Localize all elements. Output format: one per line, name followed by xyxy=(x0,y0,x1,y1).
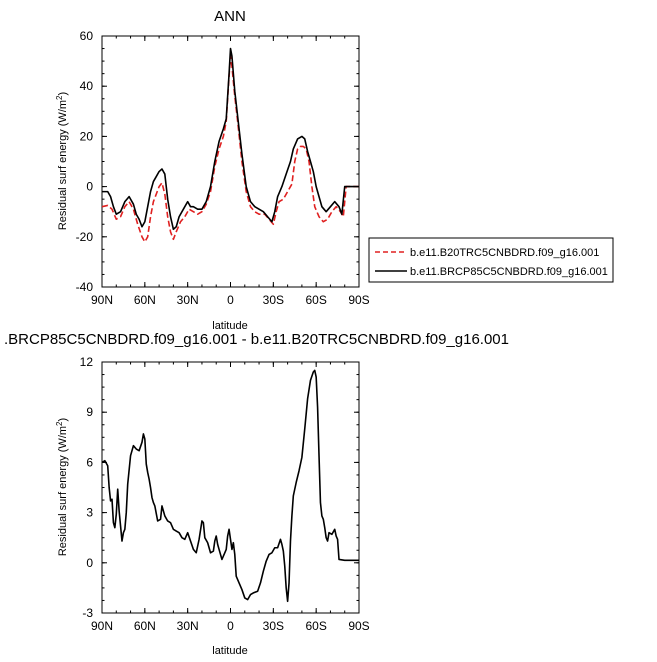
bottom-series-line-1 xyxy=(101,369,359,603)
legend-box xyxy=(368,237,614,283)
top-series-line-2 xyxy=(102,47,359,231)
bottom-y-axis-label: Residual surf energy (W/m2) xyxy=(55,418,69,556)
top-series-line-1 xyxy=(101,55,359,243)
top-x-axis-label: latitude xyxy=(212,320,247,332)
bottom-y-tick-label: 0 xyxy=(86,556,93,570)
top-x-tick-label: 0 xyxy=(227,293,234,307)
bottom-x-tick-label: 60S xyxy=(305,619,326,633)
legend: b.e11.B20TRC5CNBDRD.f09_g16.001 b.e11.BR… xyxy=(368,237,614,283)
bottom-y-tick-label: -3 xyxy=(82,606,93,620)
top-y-tick-label: 60 xyxy=(80,29,94,43)
top-x-tick-label: 90N xyxy=(91,293,113,307)
bottom-x-tick-label: 30S xyxy=(263,619,284,633)
bottom-chart-title: .BRCP85C5CNBDRD.f09_g16.001 - b.e11.B20T… xyxy=(4,331,509,348)
top-x-tick-label: 60S xyxy=(305,293,326,307)
top-y-tick-label: -20 xyxy=(76,230,94,244)
bottom-x-tick-label: 30N xyxy=(177,619,199,633)
bottom-x-tick-label: 0 xyxy=(227,619,234,633)
bottom-y-tick-label: 6 xyxy=(86,455,93,469)
top-ticks: 90N 60N 30N 0 30S 60S 90S -40 -20 0 20 40 60 xyxy=(76,29,370,307)
bottom-x-axis-label: latitude xyxy=(212,645,247,657)
top-y-tick-label: -40 xyxy=(76,280,94,294)
top-panel: ANN 90N 60N 30N 0 30S 60S 90S -40 -20 0 20 40 60 lat… xyxy=(55,8,370,332)
top-chart-title: ANN xyxy=(214,8,246,25)
top-x-tick-label: 90S xyxy=(348,293,369,307)
bottom-y-tick-label: 3 xyxy=(86,506,93,520)
bottom-y-tick-label: 12 xyxy=(80,355,94,369)
top-x-tick-label: 30N xyxy=(177,293,199,307)
bottom-x-tick-label: 90S xyxy=(348,619,369,633)
bottom-y-tick-label: 9 xyxy=(86,405,93,419)
legend-entry-series-1: b.e11.B20TRC5CNBDRD.f09_g16.001 xyxy=(410,247,599,259)
top-y-tick-label: 20 xyxy=(80,129,94,143)
legend-entry-series-2: b.e11.BRCP85C5CNBDRD.f09_g16.001 xyxy=(410,266,608,278)
bottom-panel: .BRCP85C5CNBDRD.f09_g16.001 - b.e11.B20T… xyxy=(4,331,509,657)
top-series xyxy=(101,47,359,243)
bottom-x-tick-label: 60N xyxy=(134,619,156,633)
top-plot-frame xyxy=(101,35,360,288)
top-y-axis-label: Residual surf energy (W/m2) xyxy=(55,92,69,230)
bottom-ticks: 90N 60N 30N 0 30S 60S 90S -3 0 3 6 9 12 xyxy=(80,355,370,633)
top-y-tick-label: 0 xyxy=(86,180,93,194)
top-x-tick-label: 60N xyxy=(134,293,156,307)
top-y-tick-label: 40 xyxy=(80,79,94,93)
bottom-series xyxy=(101,369,359,603)
bottom-x-tick-label: 90N xyxy=(91,619,113,633)
top-x-tick-label: 30S xyxy=(263,293,284,307)
